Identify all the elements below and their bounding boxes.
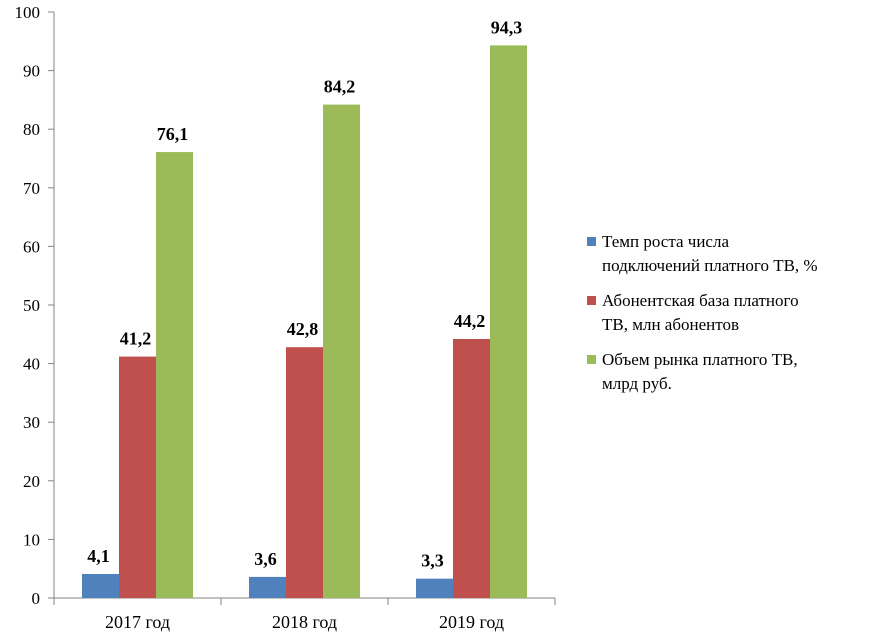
x-category-label: 2018 год [272,612,337,632]
bar-1 [249,576,286,598]
y-tick-label: 70 [23,179,40,198]
y-tick-label: 20 [23,472,40,491]
data-label: 3,3 [421,551,444,571]
bar-3 [490,45,527,599]
legend-label: млрд руб. [602,374,672,393]
bar-1 [416,578,453,598]
data-label: 94,3 [491,17,523,37]
y-tick-label: 60 [23,237,40,256]
legend-label: Темп роста числа [602,232,729,251]
data-label: 42,8 [287,319,319,339]
y-tick-label: 50 [23,296,40,315]
data-label: 76,1 [157,124,189,144]
data-label: 84,2 [324,77,356,97]
y-tick-label: 80 [23,120,40,139]
y-tick-label: 10 [23,530,40,549]
legend-label: Абонентская база платного [602,291,799,310]
data-label: 3,6 [254,549,277,569]
bar-1 [82,573,119,598]
legend-label: Объем рынка платного ТВ, [602,350,798,369]
legend-label: ТВ, млн абонентов [602,315,739,334]
bar-3 [323,104,360,598]
data-label: 4,1 [87,546,110,566]
bar-2 [119,356,156,598]
data-label: 44,2 [454,311,486,331]
legend-swatch [587,296,596,305]
bar-2 [453,338,490,598]
legend-swatch [587,237,596,246]
y-tick-label: 0 [32,589,41,608]
y-tick-label: 90 [23,62,40,81]
bar-3 [156,152,193,598]
y-tick-label: 40 [23,355,40,374]
legend-label: подключений платного ТВ, % [602,256,818,275]
bar-2 [286,347,323,598]
x-category-label: 2017 год [105,612,170,632]
x-category-label: 2019 год [439,612,504,632]
y-tick-label: 100 [15,3,41,22]
y-tick-label: 30 [23,413,40,432]
data-label: 41,2 [120,329,152,349]
legend-swatch [587,355,596,364]
